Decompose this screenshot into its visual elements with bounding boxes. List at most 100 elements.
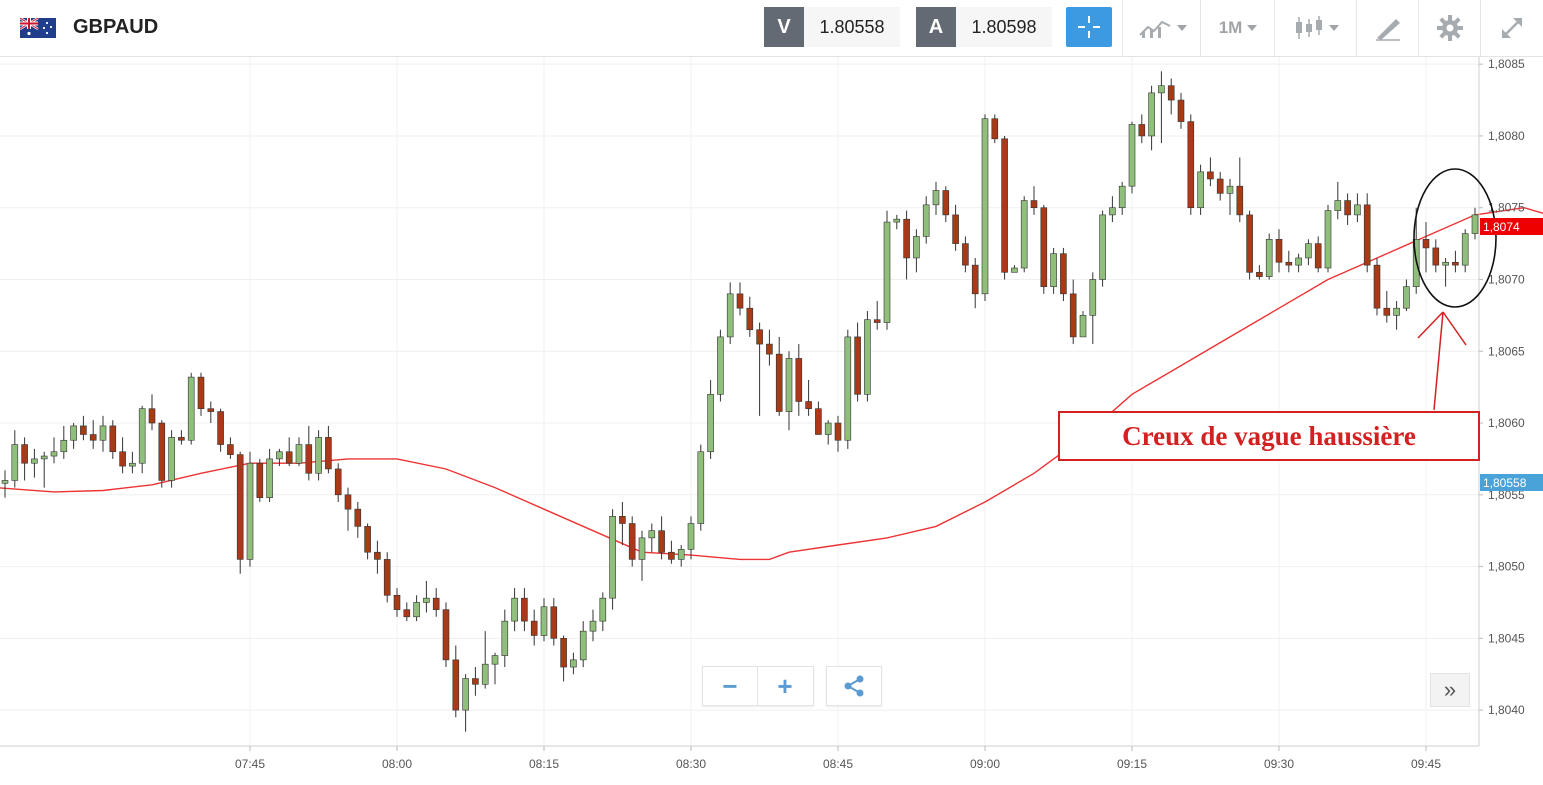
candle (952, 204, 959, 251)
candle-body-up (785, 358, 793, 412)
candle-body-down (1187, 121, 1195, 209)
candle (717, 329, 724, 402)
candle (530, 609, 538, 646)
candle-body-up (726, 293, 734, 338)
candle (1050, 247, 1057, 294)
candle (697, 444, 705, 531)
candle-body-down (1030, 200, 1038, 209)
candle (1226, 179, 1234, 215)
buy-price-button[interactable]: A 1.80598 (916, 7, 1052, 47)
settings-button[interactable] (1418, 0, 1481, 56)
fullscreen-button[interactable] (1480, 0, 1543, 56)
x-tick-label: 09:30 (1264, 757, 1294, 771)
candle (1109, 196, 1116, 223)
candle (1099, 210, 1106, 287)
timeframe-label: 1M (1218, 18, 1243, 37)
candle (1216, 171, 1224, 201)
x-tick-label: 07:45 (235, 757, 265, 771)
candle-body-down (21, 444, 28, 464)
candle (1363, 193, 1371, 273)
candle-body-down (344, 494, 352, 510)
candle-body-down (1344, 200, 1351, 216)
candle-body-up (638, 537, 646, 560)
candle-body-down (403, 609, 411, 618)
crosshair-button[interactable] (1066, 7, 1112, 47)
candle-body-down (962, 243, 969, 266)
candle (1383, 290, 1391, 323)
candle-body-down (1383, 307, 1391, 316)
candle-body-down (521, 597, 528, 622)
candle (462, 674, 469, 732)
candle-body-up (648, 530, 656, 539)
candle (1167, 78, 1175, 115)
candle (971, 257, 979, 309)
x-tick-label: 09:00 (970, 757, 1000, 771)
fullscreen-icon (1502, 18, 1522, 38)
candle (1030, 186, 1038, 215)
candle (40, 451, 48, 488)
candle-body-down (227, 444, 234, 455)
candle-body-up (1148, 92, 1155, 137)
zoom-in-button[interactable]: + (777, 670, 793, 701)
candle-body-down (1246, 214, 1253, 273)
candle (70, 423, 77, 449)
candle-body-up (687, 523, 695, 550)
candle-body-up (491, 655, 499, 665)
candle (1442, 257, 1449, 287)
last-price-tag: 1,80558 (1480, 474, 1543, 491)
candle (1461, 229, 1469, 273)
candle (942, 186, 950, 223)
y-tick-label: 1,8045 (1488, 631, 1525, 645)
candle-body-down (472, 678, 479, 685)
candle-body-up (60, 439, 68, 453)
candle-body-up (1265, 238, 1273, 277)
candle (991, 114, 999, 144)
chart-type-icon (1138, 20, 1170, 38)
candle (589, 609, 597, 642)
timeframe-dropdown[interactable]: 1M (1200, 0, 1275, 56)
candle (913, 229, 920, 273)
candle (11, 430, 19, 488)
candle (854, 322, 861, 402)
candle-style-button[interactable] (1274, 0, 1357, 56)
share-button[interactable] (826, 666, 882, 706)
zoom-controls: − + (702, 666, 814, 706)
candle (1197, 164, 1204, 215)
candle (168, 430, 175, 488)
candle (325, 425, 332, 474)
candle (315, 430, 322, 481)
candle (197, 372, 205, 416)
candle-body-up (315, 437, 322, 474)
candles-icon (1295, 16, 1322, 39)
scroll-to-latest-button[interactable]: » (1430, 673, 1470, 707)
candle-body-up (50, 451, 58, 457)
candle (1158, 71, 1165, 144)
candle (109, 420, 117, 459)
chevron-down-icon (1176, 25, 1187, 31)
candle-body-down (383, 559, 391, 596)
candle (472, 667, 479, 696)
candle-body-down (1040, 207, 1048, 287)
candle (981, 114, 989, 302)
candle-body-down (89, 434, 97, 441)
sell-price-button[interactable]: V 1.80558 (764, 7, 900, 47)
candle-body-down (1422, 238, 1430, 249)
zoom-out-button[interactable]: − (703, 667, 758, 705)
candle-body-down (442, 609, 450, 661)
candle (374, 540, 381, 574)
candle-body-down (775, 353, 783, 412)
price-chart[interactable]: 1,8085 1,8080 1,8075 1,8070 1,8065 1,8060 1,80… (0, 56, 1543, 785)
candle-body-down (334, 468, 342, 496)
candle-body-up (187, 376, 195, 441)
candle-body-up (1118, 185, 1126, 209)
candle-body-down (305, 444, 313, 474)
candle (334, 463, 342, 502)
drawing-tools-button[interactable] (1356, 0, 1419, 56)
candle-body-up (1226, 185, 1234, 194)
chart-type-button[interactable] (1122, 0, 1201, 56)
candle (932, 181, 940, 215)
candle (1001, 135, 1008, 280)
candle (1020, 196, 1028, 273)
candle-body-up (922, 204, 930, 237)
candle (619, 501, 626, 546)
